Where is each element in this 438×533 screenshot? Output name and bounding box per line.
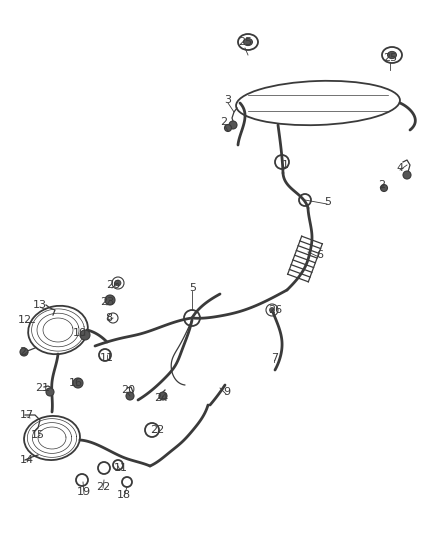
Text: 25: 25 (383, 53, 397, 63)
Text: 20: 20 (121, 385, 135, 395)
Circle shape (80, 330, 90, 340)
Circle shape (20, 348, 28, 356)
Text: 2: 2 (378, 180, 385, 190)
Text: 23: 23 (100, 297, 114, 307)
Circle shape (159, 392, 167, 400)
Text: 12: 12 (18, 315, 32, 325)
Text: 22: 22 (150, 425, 164, 435)
Text: 21: 21 (35, 383, 49, 393)
Text: 2: 2 (19, 347, 27, 357)
Circle shape (115, 280, 121, 286)
Text: 8: 8 (106, 313, 113, 323)
Text: 4: 4 (396, 163, 403, 173)
Text: 26: 26 (268, 305, 282, 315)
Text: 10: 10 (73, 328, 87, 338)
Text: 15: 15 (31, 430, 45, 440)
Circle shape (225, 125, 232, 132)
Text: 3: 3 (225, 95, 232, 105)
Text: 9: 9 (223, 387, 230, 397)
Circle shape (269, 308, 275, 312)
Text: 26: 26 (106, 280, 120, 290)
Ellipse shape (244, 38, 252, 46)
Text: 19: 19 (77, 487, 91, 497)
Circle shape (126, 392, 134, 400)
Circle shape (403, 171, 411, 179)
Text: 5: 5 (325, 197, 332, 207)
Text: 18: 18 (117, 490, 131, 500)
Circle shape (105, 295, 115, 305)
Text: 13: 13 (33, 300, 47, 310)
Text: 14: 14 (20, 455, 34, 465)
Text: 1: 1 (282, 160, 289, 170)
Ellipse shape (388, 51, 396, 59)
Circle shape (381, 184, 388, 191)
Circle shape (46, 388, 54, 396)
Circle shape (73, 378, 83, 388)
Text: 11: 11 (114, 463, 128, 473)
Text: 2: 2 (220, 117, 228, 127)
Text: 22: 22 (96, 482, 110, 492)
Text: 24: 24 (154, 393, 168, 403)
Text: 16: 16 (69, 378, 83, 388)
Text: 17: 17 (20, 410, 34, 420)
Text: 5: 5 (190, 283, 197, 293)
Text: 7: 7 (272, 353, 279, 363)
Circle shape (229, 121, 237, 129)
Text: 25: 25 (238, 37, 252, 47)
Text: 6: 6 (317, 250, 324, 260)
Text: 11: 11 (100, 353, 114, 363)
